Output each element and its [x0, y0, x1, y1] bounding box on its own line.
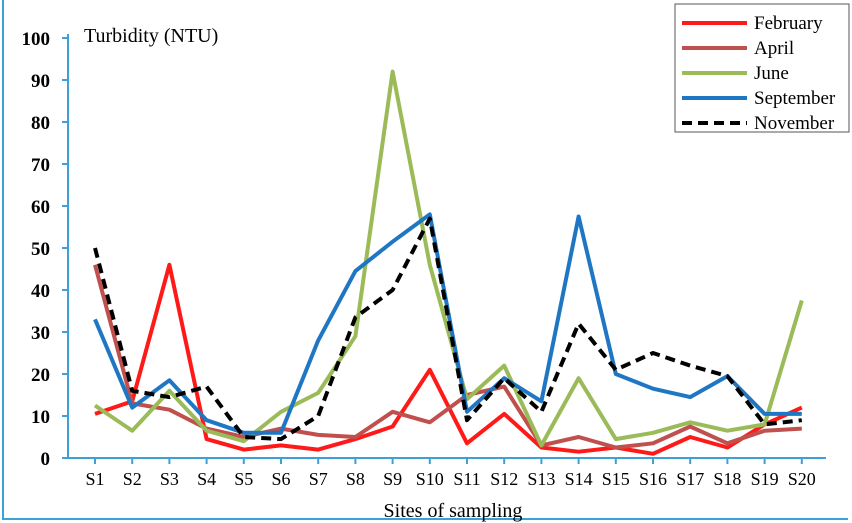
- x-tick-label: S18: [713, 469, 741, 489]
- x-tick-label: S17: [676, 469, 704, 489]
- y-tick-label: 20: [31, 365, 50, 386]
- legend-label-june: June: [754, 63, 789, 84]
- y-tick-label: 10: [31, 407, 50, 428]
- y-tick-label: 0: [41, 449, 51, 470]
- series-line-june: [93, 69, 804, 448]
- y-tick-label: 70: [31, 155, 50, 176]
- y-axis-label: Turbidity (NTU): [84, 25, 218, 47]
- legend-box: [674, 3, 850, 133]
- x-tick-label: S9: [383, 469, 402, 489]
- x-axis-ticks: S1 S2 S3 S4 S5 S6 S7 S8 S9 S10 S11 S12 S13 S14 S15 S16 S…: [85, 458, 816, 489]
- x-tick-label: S14: [565, 469, 593, 489]
- y-tick-label: 60: [31, 197, 50, 218]
- axes: [67, 34, 826, 459]
- legend: February April June September November: [674, 3, 850, 134]
- series-line-november: [93, 216, 803, 442]
- y-tick-label: 30: [31, 323, 50, 344]
- y-tick-label: 50: [31, 239, 50, 260]
- x-tick-label: S13: [527, 469, 555, 489]
- x-tick-label: S8: [346, 469, 365, 489]
- series-line-april: [93, 264, 802, 450]
- x-tick-label: S12: [490, 469, 518, 489]
- x-tick-label: S1: [85, 469, 104, 489]
- y-axis-ticks: 0 10 20 30 40 50 60 70 80 90 100: [22, 29, 68, 470]
- y-tick-label: 80: [31, 113, 50, 134]
- legend-label-february: February: [754, 13, 823, 34]
- x-tick-label: S15: [602, 469, 630, 489]
- x-axis-label: Sites of sampling: [384, 500, 523, 522]
- x-tick-label: S4: [197, 469, 216, 489]
- x-tick-label: S11: [453, 469, 480, 489]
- y-tick-label: 100: [22, 29, 51, 50]
- y-tick-label: 90: [31, 71, 50, 92]
- legend-label-november: November: [754, 113, 835, 134]
- x-tick-label: S7: [309, 469, 328, 489]
- y-tick-label: 40: [31, 281, 50, 302]
- x-tick-label: S19: [751, 469, 779, 489]
- x-tick-label: S16: [639, 469, 667, 489]
- x-tick-label: S10: [416, 469, 444, 489]
- x-tick-label: S5: [234, 469, 253, 489]
- x-tick-label: S2: [123, 469, 142, 489]
- series-lines: [93, 69, 804, 456]
- legend-label-september: September: [754, 88, 836, 109]
- x-tick-label: S20: [788, 469, 816, 489]
- x-tick-label: S3: [160, 469, 179, 489]
- legend-label-april: April: [754, 38, 794, 59]
- x-tick-label: S6: [271, 469, 290, 489]
